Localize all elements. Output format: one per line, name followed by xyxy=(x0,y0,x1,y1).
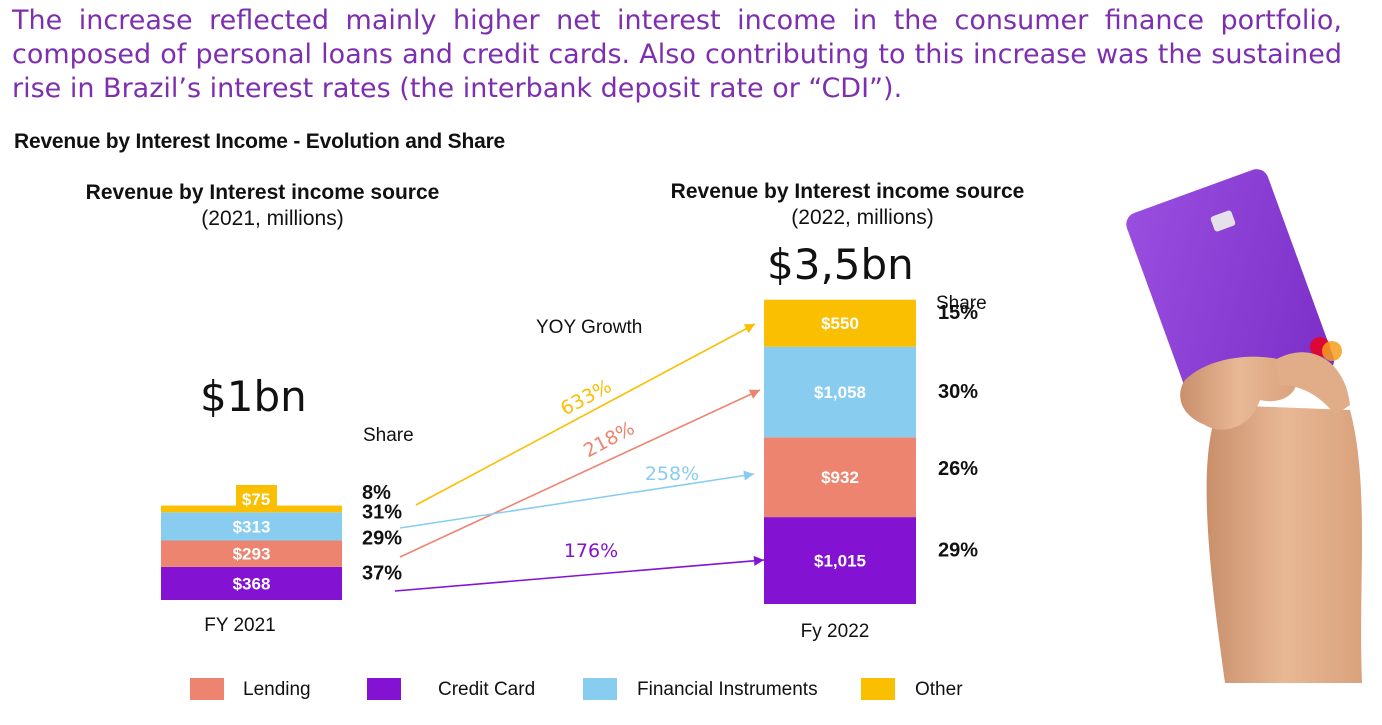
bar-label-box-other-2021 xyxy=(236,485,277,509)
share-label: 37% xyxy=(362,562,402,584)
growth-arrowhead-credit-card xyxy=(753,555,764,566)
legend-swatch-credit-card xyxy=(367,678,401,700)
growth-arrow-credit-card xyxy=(394,559,765,592)
share-label: 8% xyxy=(362,482,391,504)
share-label: 29% xyxy=(938,540,978,562)
bar-value-label: $1,058 xyxy=(814,383,866,402)
intro-paragraph: The increase reflected mainly higher net… xyxy=(12,5,1342,104)
share-label: 26% xyxy=(938,458,978,480)
x-axis-label-2021: FY 2021 xyxy=(204,615,276,636)
bar-financial-instruments-2022 xyxy=(764,346,916,438)
network-logo-right-circle xyxy=(1322,341,1342,361)
right-share-label: Share xyxy=(936,293,987,314)
bar-lending-2021 xyxy=(161,540,342,567)
yoy-growth-label: YOY Growth xyxy=(536,317,643,338)
share-label: 29% xyxy=(362,528,402,550)
share-label: 15% xyxy=(938,302,978,324)
right-chart-title: Revenue by Interest income source xyxy=(670,180,1025,203)
growth-label-credit-card: 176% xyxy=(564,540,618,562)
growth-arrow-other xyxy=(415,323,756,506)
bar-credit-card-2021 xyxy=(161,566,342,600)
growth-arrowhead-other xyxy=(743,324,755,334)
left-share-label: Share xyxy=(363,425,414,446)
legend-label-lending: Lending xyxy=(243,679,311,700)
section-title: Revenue by Interest Income - Evolution a… xyxy=(14,130,506,153)
bar-value-label: $368 xyxy=(233,574,271,593)
right-total: $3,5bn xyxy=(767,240,914,289)
bar-value-label: $550 xyxy=(821,314,859,333)
bar-value-label: $293 xyxy=(233,545,271,564)
legend-swatch-financial-instruments xyxy=(583,678,617,700)
right-chart-note: (2022, millions) xyxy=(791,206,934,229)
wrist-shape xyxy=(1206,405,1362,683)
bar-value-label: $932 xyxy=(821,468,859,487)
finger-shape xyxy=(1275,352,1350,415)
bar-credit-card-2022 xyxy=(764,517,916,604)
growth-label-financial-instruments: 258% xyxy=(645,463,699,485)
share-label: 31% xyxy=(362,501,402,523)
credit-card-shape xyxy=(1126,169,1335,416)
growth-arrowhead-financial-instruments xyxy=(743,470,754,481)
left-chart-title: Revenue by Interest income source xyxy=(85,181,440,204)
bar-value-label: $313 xyxy=(233,517,271,536)
legend-label-other: Other xyxy=(915,679,963,700)
growth-arrowhead-lending xyxy=(748,389,760,399)
share-label: 30% xyxy=(938,381,978,403)
bar-value-label: $1,015 xyxy=(814,552,866,571)
bar-other-2022 xyxy=(764,299,916,347)
thumb-shape xyxy=(1180,356,1298,430)
left-chart-note: (2021, millions) xyxy=(201,207,344,230)
bar-value-label: $75 xyxy=(242,490,270,509)
bar-financial-instruments-2021 xyxy=(161,512,342,541)
card-chip-shape xyxy=(1210,210,1236,232)
left-total: $1bn xyxy=(200,372,307,421)
bar-lending-2022 xyxy=(764,437,916,518)
legend-swatch-other xyxy=(861,678,895,700)
legend-label-credit-card: Credit Card xyxy=(438,679,536,700)
legend-label-financial-instruments: Financial Instruments xyxy=(637,679,818,700)
growth-arrow-lending xyxy=(399,389,761,558)
growth-arrow-financial-instruments xyxy=(399,473,755,529)
growth-label-lending: 218% xyxy=(580,417,638,462)
x-axis-label-2022: Fy 2022 xyxy=(800,621,870,642)
hand-holding-card-image xyxy=(1126,169,1362,683)
legend-swatch-lending xyxy=(190,678,224,700)
